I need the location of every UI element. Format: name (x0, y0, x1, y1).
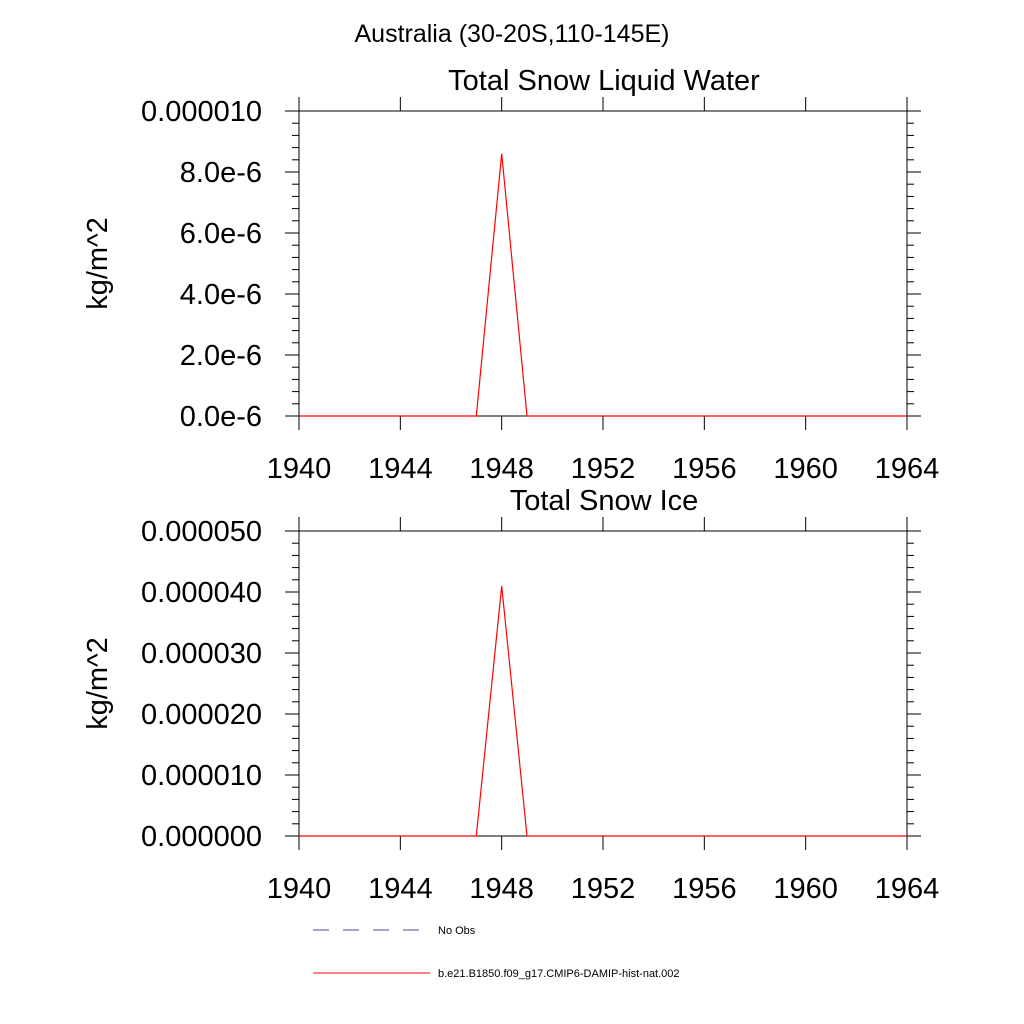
x-axis-ticks (298, 517, 908, 850)
x-tick-label: 1948 (469, 453, 534, 485)
chart-panel-2: Total Snow Ice kg/m^2 1940 1944 1948 1952 1956… (82, 485, 939, 905)
x-tick-label: 1952 (571, 873, 636, 905)
x-tick-label: 1944 (368, 873, 433, 905)
plot-frame (298, 530, 908, 837)
series-line (299, 153, 907, 417)
y-axis-label: kg/m^2 (82, 637, 114, 730)
y-tick-label: 0.000030 (141, 638, 262, 670)
y-axis-label: kg/m^2 (82, 217, 114, 310)
chart-title: Total Snow Liquid Water (448, 65, 760, 97)
y-tick-label: 0.000020 (141, 699, 262, 731)
x-tick-label: 1940 (267, 453, 332, 485)
y-tick-label: 0.000010 (141, 760, 262, 792)
chart-title: Total Snow Ice (510, 485, 699, 517)
x-tick-label: 1952 (571, 453, 636, 485)
x-tick-label: 1960 (773, 873, 838, 905)
chart-panel-1: Total Snow Liquid Water kg/m^2 1940 1944 194… (82, 65, 939, 485)
y-axis-ticks (285, 110, 921, 417)
legend-label: No Obs (438, 925, 476, 937)
y-tick-label: 6.0e-6 (180, 218, 262, 250)
y-tick-label: 0.000040 (141, 577, 262, 609)
plot-frame (298, 110, 908, 417)
y-axis-ticks (285, 530, 921, 837)
x-tick-label: 1964 (875, 873, 940, 905)
x-tick-label: 1956 (672, 873, 737, 905)
y-tick-label: 2.0e-6 (180, 340, 262, 372)
y-tick-label: 8.0e-6 (180, 157, 262, 189)
y-tick-label: 4.0e-6 (180, 279, 262, 311)
y-tick-label: 0.000010 (141, 96, 262, 128)
x-tick-label: 1940 (267, 873, 332, 905)
x-tick-label: 1944 (368, 453, 433, 485)
x-tick-label: 1948 (469, 873, 534, 905)
x-axis-ticks (298, 97, 908, 430)
y-tick-label: 0.0e-6 (180, 401, 262, 433)
chart-panels: Total Snow Liquid Water kg/m^2 1940 1944 194… (82, 65, 939, 905)
y-tick-label: 0.000000 (141, 821, 262, 853)
x-tick-label: 1956 (672, 453, 737, 485)
legend: No Obs b.e21.B1850.f09_g17.CMIP6-DAMIP-hi… (313, 925, 680, 980)
y-tick-label: 0.000050 (141, 516, 262, 548)
legend-label: b.e21.B1850.f09_g17.CMIP6-DAMIP-hist-nat… (438, 968, 680, 980)
series-line (299, 585, 907, 837)
figure-title: Australia (30-20S,110-145E) (355, 20, 670, 48)
x-tick-label: 1960 (773, 453, 838, 485)
x-tick-label: 1964 (875, 453, 940, 485)
